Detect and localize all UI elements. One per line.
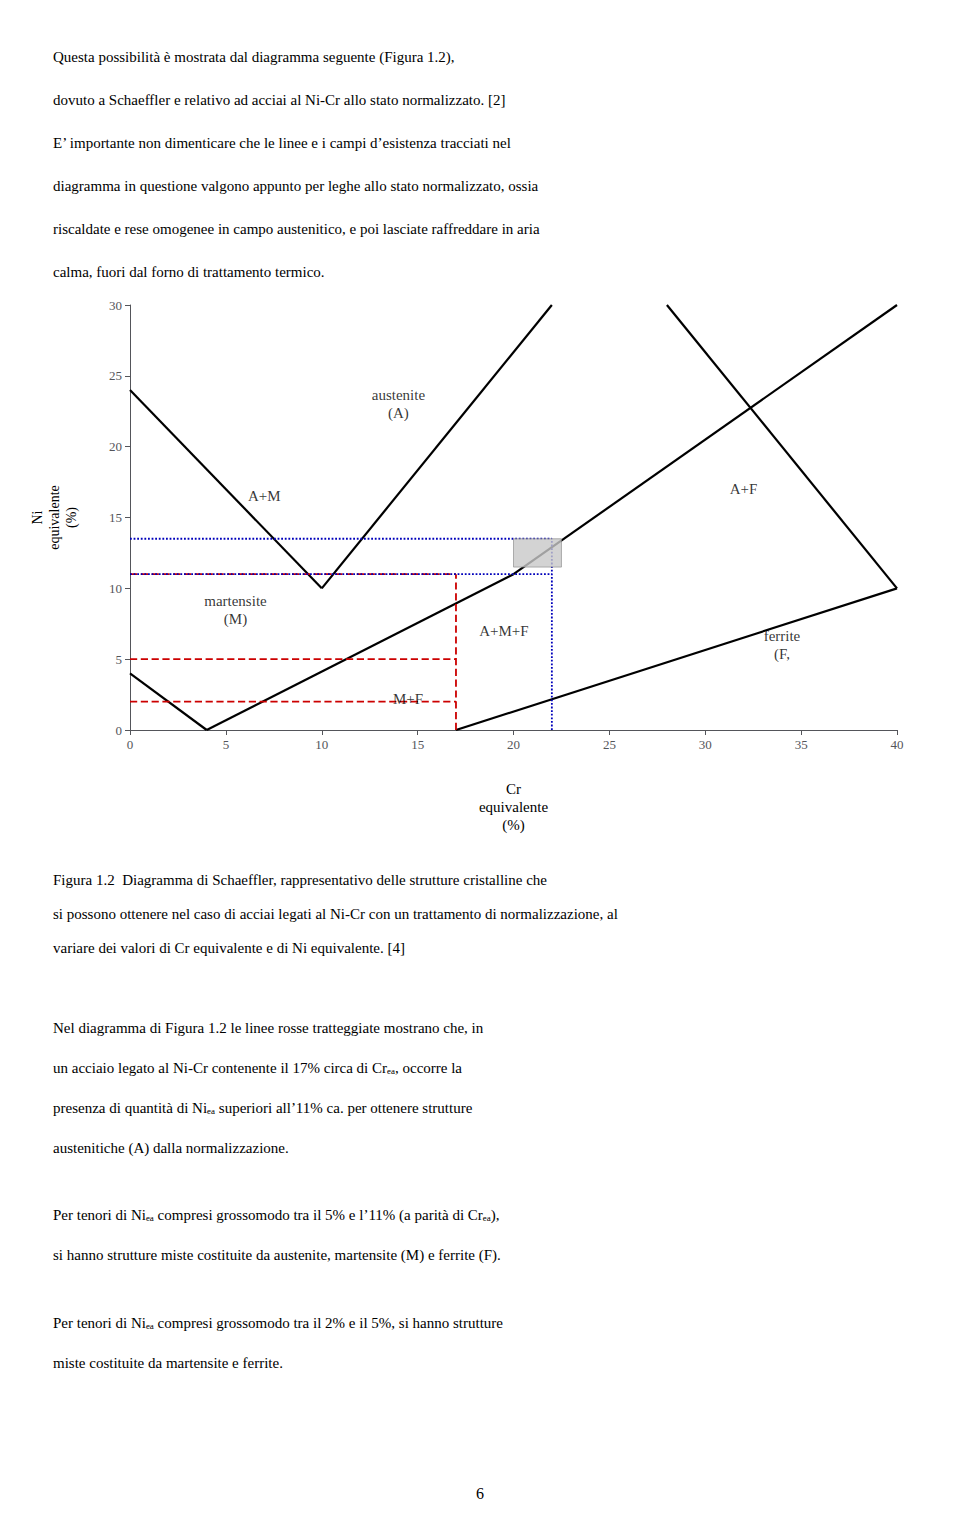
svg-text:0: 0 xyxy=(116,723,123,738)
svg-text:(%): (%) xyxy=(502,817,525,834)
svg-text:calma, fuori dal forno di trat: calma, fuori dal forno di trattamento te… xyxy=(53,264,325,280)
svg-text:6: 6 xyxy=(476,1485,484,1502)
svg-text:(A): (A) xyxy=(388,405,409,422)
svg-text:Cr: Cr xyxy=(506,781,521,797)
svg-text:E’ importante non dimenticare: E’ importante non dimenticare che le lin… xyxy=(53,135,511,151)
svg-text:20: 20 xyxy=(109,439,122,454)
svg-text:(F,: (F, xyxy=(774,646,790,663)
svg-text:presenza di quantità di Niₑₐ s: presenza di quantità di Niₑₐ superiori a… xyxy=(53,1100,473,1116)
svg-text:(%): (%) xyxy=(64,507,80,528)
svg-text:Questa possibilità è mostrata: Questa possibilità è mostrata dal diagra… xyxy=(53,49,455,66)
svg-text:A+F: A+F xyxy=(730,481,758,497)
svg-text:Ni: Ni xyxy=(30,510,45,524)
svg-text:5: 5 xyxy=(223,737,230,752)
svg-text:10: 10 xyxy=(109,581,122,596)
svg-text:40: 40 xyxy=(891,737,904,752)
svg-text:Per tenori di Niₑₐ compresi gr: Per tenori di Niₑₐ compresi grossomodo t… xyxy=(53,1207,499,1224)
svg-text:un acciaio legato al Ni-Cr con: un acciaio legato al Ni-Cr contenente il… xyxy=(53,1060,462,1076)
svg-text:5: 5 xyxy=(116,652,123,667)
svg-text:(M): (M) xyxy=(224,611,247,628)
svg-text:austenitiche (A) dalla normali: austenitiche (A) dalla normalizzazione. xyxy=(53,1140,289,1157)
svg-text:25: 25 xyxy=(109,368,122,383)
svg-text:35: 35 xyxy=(795,737,808,752)
svg-text:austenite: austenite xyxy=(372,387,426,403)
svg-text:Per tenori di Niₑₐ compresi gr: Per tenori di Niₑₐ compresi grossomodo t… xyxy=(53,1315,503,1331)
svg-text:Figura 1.2 Diagramma di Schae: Figura 1.2 Diagramma di Schaeffler, rapp… xyxy=(53,872,547,888)
svg-text:martensite: martensite xyxy=(204,593,267,609)
svg-text:15: 15 xyxy=(411,737,424,752)
svg-text:Nel diagramma di Figura 1.2 le: Nel diagramma di Figura 1.2 le linee ros… xyxy=(53,1020,484,1036)
svg-text:A+M: A+M xyxy=(248,488,281,504)
svg-text:miste costituite da martensite: miste costituite da martensite e ferrite… xyxy=(53,1355,283,1371)
svg-text:diagramma in questione valgono: diagramma in questione valgono appunto p… xyxy=(53,178,539,194)
svg-text:equivalente: equivalente xyxy=(47,485,62,550)
svg-text:dovuto a Schaeffler e relativo: dovuto a Schaeffler e relativo ad acciai… xyxy=(53,92,505,108)
svg-text:riscaldate e rese omogenee in: riscaldate e rese omogenee in campo aust… xyxy=(53,221,540,237)
svg-text:30: 30 xyxy=(699,737,712,752)
svg-text:ferrite: ferrite xyxy=(764,628,801,644)
svg-text:equivalente: equivalente xyxy=(479,799,548,815)
svg-text:10: 10 xyxy=(315,737,328,752)
svg-text:25: 25 xyxy=(603,737,616,752)
svg-text:variare dei valori di Cr equiv: variare dei valori di Cr equivalente e d… xyxy=(53,940,405,956)
svg-text:M+F: M+F xyxy=(393,691,423,707)
svg-text:si possono ottenere nel caso d: si possono ottenere nel caso di acciai l… xyxy=(53,906,618,922)
svg-text:A+M+F: A+M+F xyxy=(479,623,528,639)
svg-text:si hanno strutture miste costi: si hanno strutture miste costituite da a… xyxy=(53,1247,501,1264)
svg-text:30: 30 xyxy=(109,298,122,313)
svg-text:0: 0 xyxy=(127,737,134,752)
svg-text:20: 20 xyxy=(507,737,520,752)
svg-text:15: 15 xyxy=(109,510,122,525)
